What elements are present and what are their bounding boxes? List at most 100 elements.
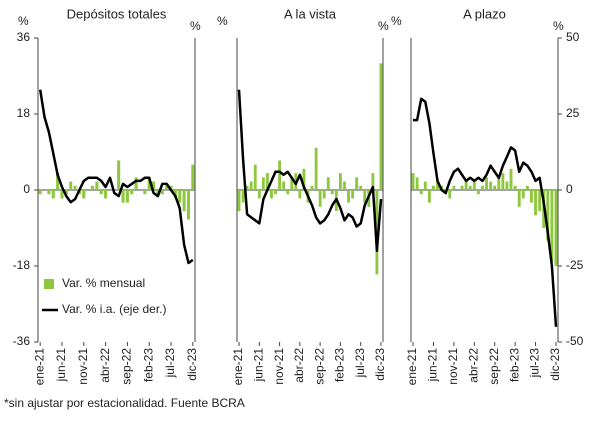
bar (314, 147, 318, 190)
footnote: *sin ajustar por estacionalidad. Fuente … (4, 396, 245, 410)
bar (186, 190, 190, 220)
bar (82, 190, 86, 199)
bar (147, 177, 151, 190)
x-tick-label: ene-21 (405, 348, 419, 386)
x-tick-label: jun-21 (251, 348, 265, 383)
bar (513, 185, 517, 190)
y-unit: % (18, 14, 29, 28)
bar (468, 185, 472, 190)
bar (69, 181, 73, 190)
bar (525, 185, 529, 190)
y-unit: % (217, 14, 228, 28)
bar (270, 190, 273, 199)
bar (51, 190, 55, 199)
y-tick-label: 36 (17, 30, 31, 44)
x-tick-label: nov-21 (272, 348, 286, 385)
bar (359, 185, 363, 190)
line (237, 89, 383, 253)
x-tick-label: jul-23 (528, 348, 542, 379)
bar (302, 168, 306, 190)
legend-label: Var. % mensual (62, 276, 145, 290)
x-tick-label: jun-21 (54, 348, 68, 383)
bar (464, 181, 468, 190)
bar (363, 190, 367, 203)
x-tick-label: dic-23 (373, 348, 387, 381)
bar (130, 190, 134, 195)
bar (257, 190, 261, 199)
bar (56, 173, 60, 190)
bar (38, 190, 42, 195)
bar (274, 190, 277, 195)
bar (501, 173, 505, 190)
x-tick-label: nov-21 (446, 348, 460, 385)
x-tick-label: feb-23 (333, 348, 347, 382)
bar (538, 190, 542, 212)
y2-tick-label: -25 (566, 258, 584, 272)
bar (95, 181, 99, 190)
bar (121, 190, 125, 203)
bar (117, 160, 121, 190)
bar (493, 185, 497, 190)
y2-unit: % (378, 19, 389, 33)
y2-tick-label: 50 (566, 30, 580, 44)
bar (521, 190, 525, 199)
bar (278, 160, 282, 190)
bar (355, 177, 359, 190)
bar (237, 190, 241, 212)
line (38, 89, 194, 265)
y2-tick-label: -50 (566, 334, 584, 348)
bar (338, 173, 342, 190)
bar (165, 185, 169, 190)
bar (191, 164, 195, 190)
legend-swatch (44, 279, 54, 289)
bar (290, 177, 294, 190)
bar (550, 190, 554, 262)
y2-tick-label: 0 (566, 182, 573, 196)
bar (73, 185, 77, 190)
bar (343, 181, 346, 190)
bar (371, 173, 375, 190)
bar (282, 181, 286, 190)
bar (411, 173, 415, 190)
y-tick-label: 18 (17, 106, 31, 120)
panel-title: A la vista (284, 6, 337, 21)
bar (60, 190, 64, 199)
bar (104, 190, 108, 199)
bar (322, 190, 326, 199)
bar (245, 185, 249, 190)
panel-title: A plazo (463, 6, 506, 21)
bar (261, 177, 265, 190)
bar (472, 181, 476, 190)
bar (326, 177, 330, 190)
x-tick-label: ene-21 (32, 348, 46, 386)
x-tick-label: abr-22 (466, 348, 480, 383)
line (413, 97, 558, 327)
bar (160, 190, 164, 195)
bar (265, 173, 269, 190)
x-tick-label: sep-22 (120, 348, 134, 385)
bar (351, 190, 355, 199)
x-tick-label: jul-23 (163, 348, 177, 379)
bar (178, 190, 182, 203)
bar (330, 190, 334, 195)
x-tick-label: sep-22 (487, 348, 501, 385)
x-tick-label: feb-23 (507, 348, 521, 382)
y-tick-label: -18 (13, 258, 31, 272)
bar (415, 177, 419, 190)
legend-label: Var. % i.a. (eje der.) (62, 302, 167, 316)
bar (489, 181, 493, 190)
x-tick-label: ene-21 (231, 348, 245, 386)
y2-unit: % (190, 19, 201, 33)
bar (436, 181, 439, 190)
bar (509, 168, 513, 190)
bar (485, 177, 488, 190)
bar (379, 63, 383, 191)
x-tick-label: dic-23 (548, 348, 562, 381)
bar (448, 190, 452, 199)
bar (505, 181, 509, 190)
bar (452, 185, 456, 190)
bar (125, 190, 129, 203)
y-unit: % (391, 14, 402, 28)
bar (432, 185, 435, 190)
bar (143, 190, 147, 195)
